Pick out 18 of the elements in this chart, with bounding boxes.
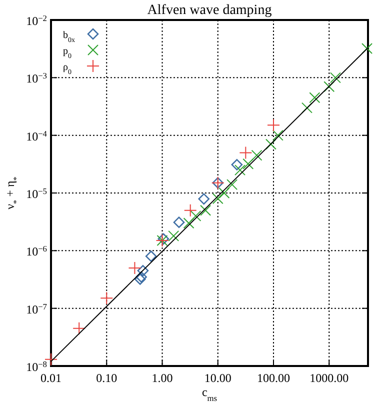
y-tick-label: 10$^{−2}$ xyxy=(26,14,47,28)
x-tick-label: 10.00 xyxy=(204,371,232,385)
x-tick-label: 1.00 xyxy=(152,371,173,385)
x-tick-label: 0.10 xyxy=(96,371,118,385)
x-tick-label: 100.00 xyxy=(256,371,290,385)
x-tick-label: 0.01 xyxy=(40,371,62,385)
y-tick-label: 10$^{−7}$ xyxy=(26,302,47,316)
legend-label: ρ$_{0}$ xyxy=(63,62,72,76)
x-tick-label: 1000.00 xyxy=(310,371,349,385)
y-tick-label: 10$^{−8}$ xyxy=(26,360,47,374)
legend-label: p$_{0}$ xyxy=(63,46,72,60)
chart-title: Alfven wave damping xyxy=(147,3,272,18)
y-tick-label: 10$^{−4}$ xyxy=(26,128,48,144)
y-tick-label: 10$^{−3}$ xyxy=(26,71,47,86)
y-tick-label: 10$^{−6}$ xyxy=(26,244,47,259)
x-axis-title: c$_{ms}$ xyxy=(202,385,218,402)
y-tick-label: 10$^{−5}$ xyxy=(26,186,47,201)
legend-label: b$_{0x}$ xyxy=(63,30,76,44)
